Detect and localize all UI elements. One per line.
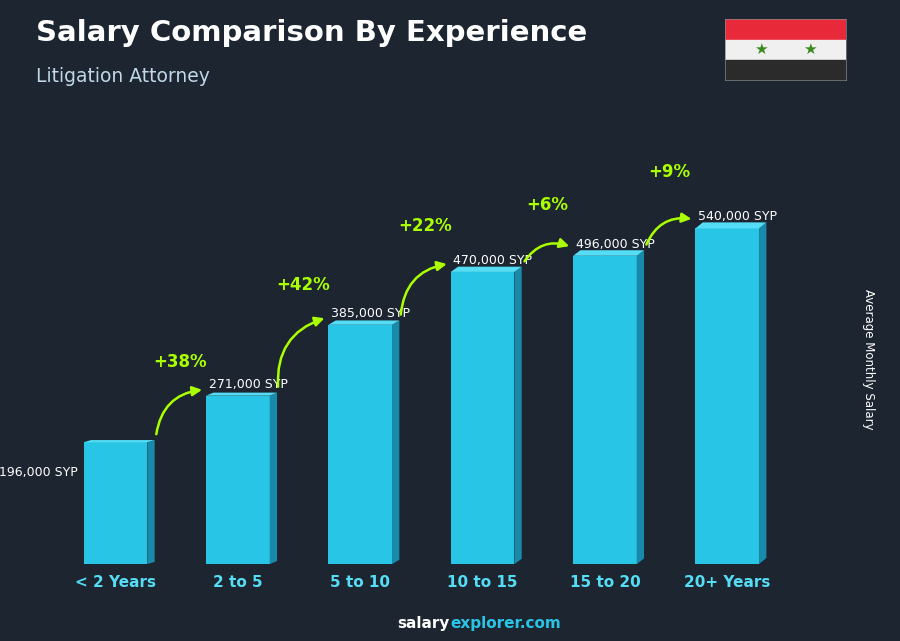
Polygon shape xyxy=(636,250,644,564)
Text: Salary Comparison By Experience: Salary Comparison By Experience xyxy=(36,19,587,47)
Polygon shape xyxy=(451,267,522,272)
Text: +6%: +6% xyxy=(526,196,569,213)
Text: 470,000 SYP: 470,000 SYP xyxy=(454,254,532,267)
Polygon shape xyxy=(696,222,767,228)
Text: 540,000 SYP: 540,000 SYP xyxy=(698,210,777,224)
Polygon shape xyxy=(84,440,155,442)
Bar xyxy=(206,395,270,564)
Text: ★: ★ xyxy=(754,42,768,57)
Bar xyxy=(724,60,846,80)
Bar xyxy=(573,256,636,564)
Polygon shape xyxy=(206,392,277,395)
Text: 385,000 SYP: 385,000 SYP xyxy=(331,307,410,320)
Text: 496,000 SYP: 496,000 SYP xyxy=(575,238,654,251)
Polygon shape xyxy=(392,320,400,564)
Polygon shape xyxy=(328,320,400,325)
Text: +38%: +38% xyxy=(154,353,207,371)
Text: +42%: +42% xyxy=(275,276,329,294)
Text: 196,000 SYP: 196,000 SYP xyxy=(0,466,77,479)
Polygon shape xyxy=(573,250,644,256)
Text: +22%: +22% xyxy=(398,217,452,235)
Text: ★: ★ xyxy=(803,42,816,57)
Polygon shape xyxy=(270,392,277,564)
Bar xyxy=(724,19,846,40)
Text: explorer.com: explorer.com xyxy=(450,617,561,631)
Bar xyxy=(328,325,392,564)
Bar xyxy=(724,40,846,60)
Polygon shape xyxy=(148,440,155,564)
Text: 271,000 SYP: 271,000 SYP xyxy=(209,378,287,390)
Bar xyxy=(451,272,515,564)
Text: Litigation Attorney: Litigation Attorney xyxy=(36,67,210,87)
Bar xyxy=(696,228,759,564)
Polygon shape xyxy=(759,222,767,564)
Text: salary: salary xyxy=(398,617,450,631)
Polygon shape xyxy=(515,267,522,564)
Text: +9%: +9% xyxy=(649,163,691,181)
Text: Average Monthly Salary: Average Monthly Salary xyxy=(862,288,875,429)
Bar xyxy=(84,442,148,564)
